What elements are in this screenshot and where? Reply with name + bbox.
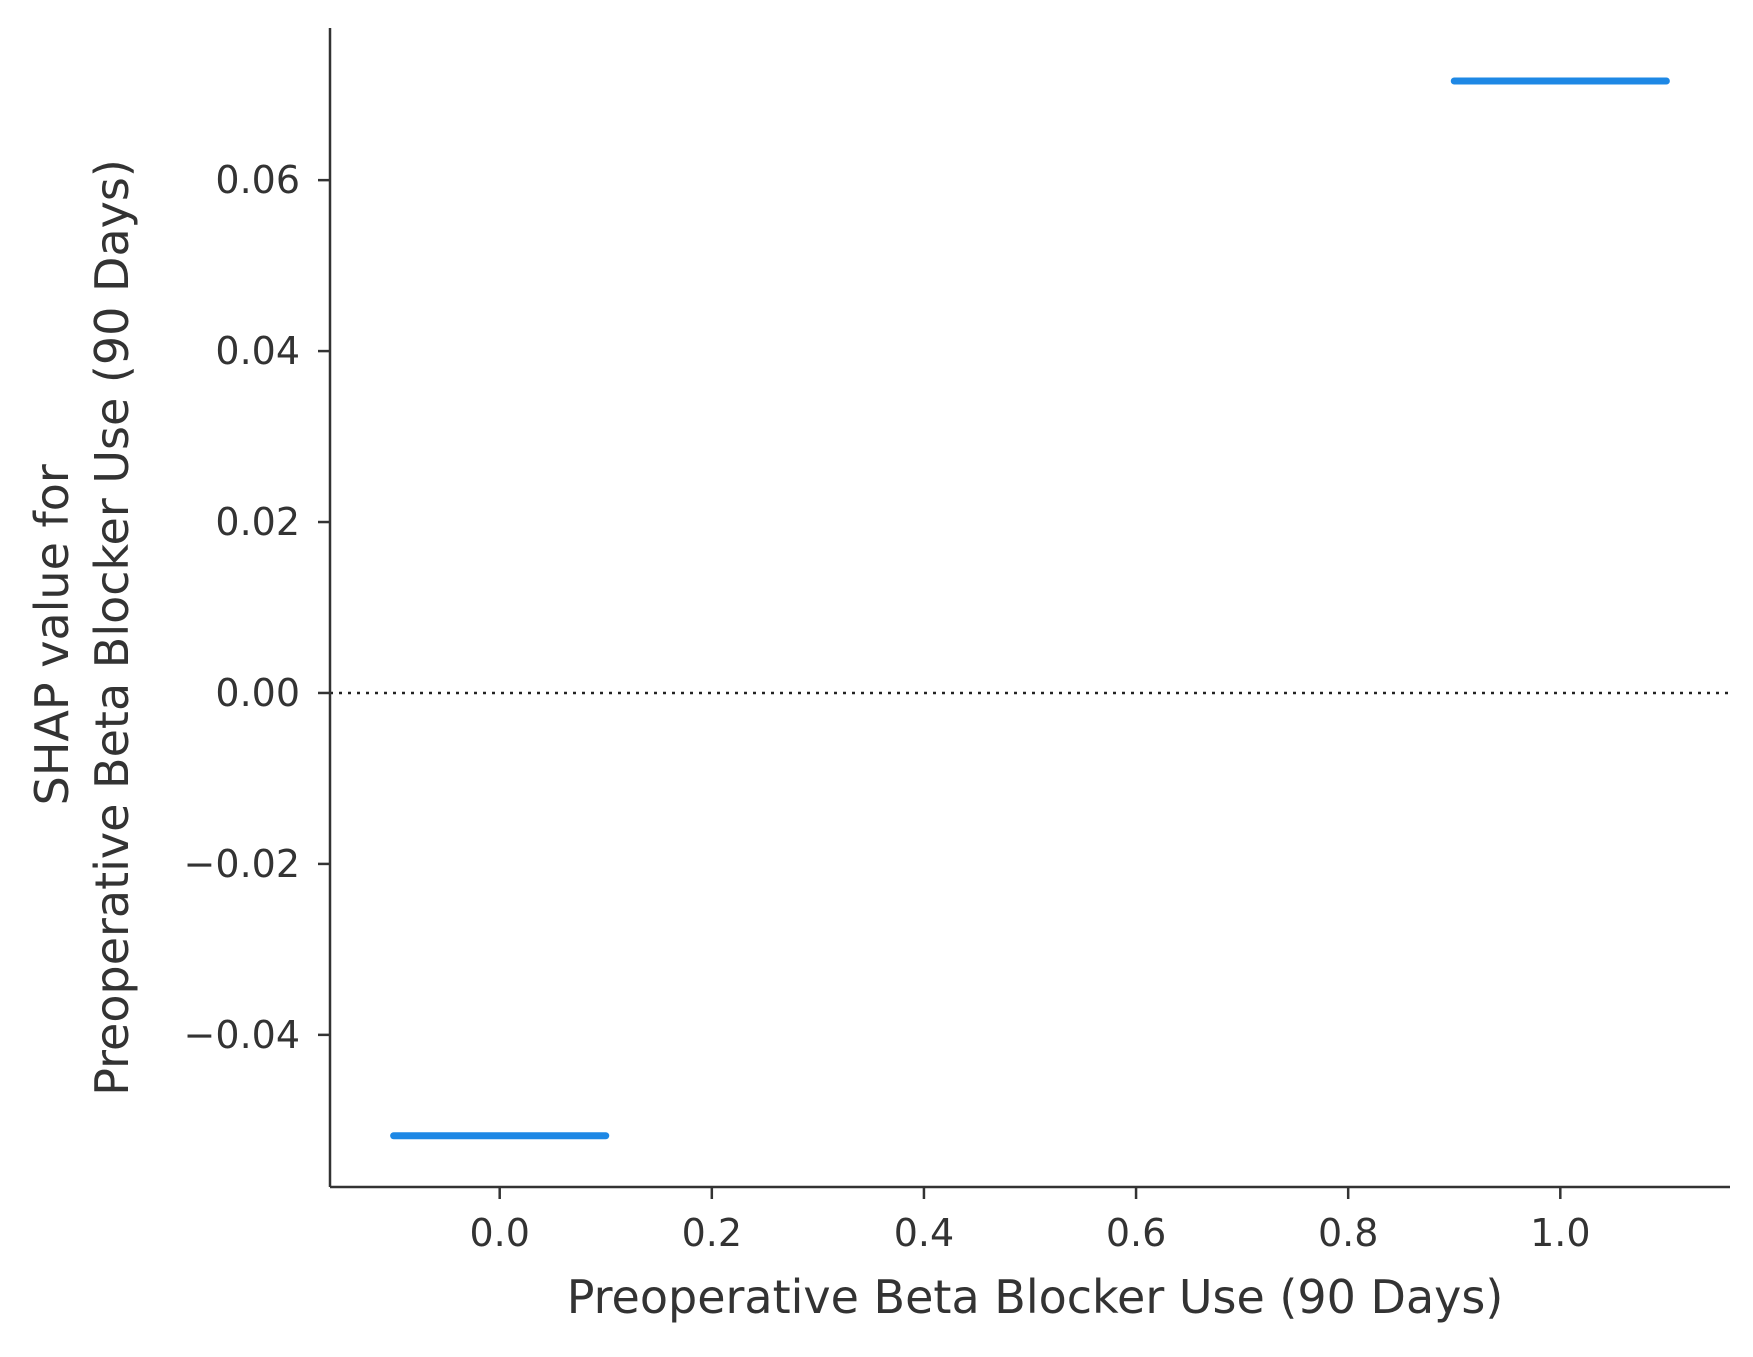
- y-tick-label: 0.04: [215, 329, 300, 373]
- y-axis: 0.06 0.04 0.02 0.00 −0.02 −0.04: [184, 28, 332, 1187]
- x-tick-label: 1.0: [1530, 1211, 1590, 1255]
- y-tick-label: −0.04: [184, 1013, 300, 1057]
- y-axis-title-line-2: Preoperative Beta Blocker Use (90 Days): [85, 159, 139, 1096]
- x-axis-title: Preoperative Beta Blocker Use (90 Days): [567, 1270, 1504, 1324]
- y-axis-title-line-1: SHAP value for: [25, 464, 79, 805]
- x-tick-label: 0.6: [1106, 1211, 1166, 1255]
- x-tick-label: 0.8: [1318, 1211, 1378, 1255]
- x-axis: 0.0 0.2 0.4 0.6 0.8 1.0: [330, 1185, 1730, 1255]
- plot-area: [330, 77, 1730, 1140]
- y-tick-label: 0.00: [215, 671, 300, 715]
- y-tick-label: 0.06: [215, 158, 300, 202]
- y-axis-title: SHAP value for Preoperative Beta Blocker…: [25, 159, 139, 1096]
- y-tick-label: 0.02: [215, 500, 300, 544]
- x-tick-label: 0.2: [682, 1211, 742, 1255]
- y-tick-label: −0.02: [184, 842, 300, 886]
- x-tick-label: 0.4: [894, 1211, 954, 1255]
- x-tick-label: 0.0: [469, 1211, 529, 1255]
